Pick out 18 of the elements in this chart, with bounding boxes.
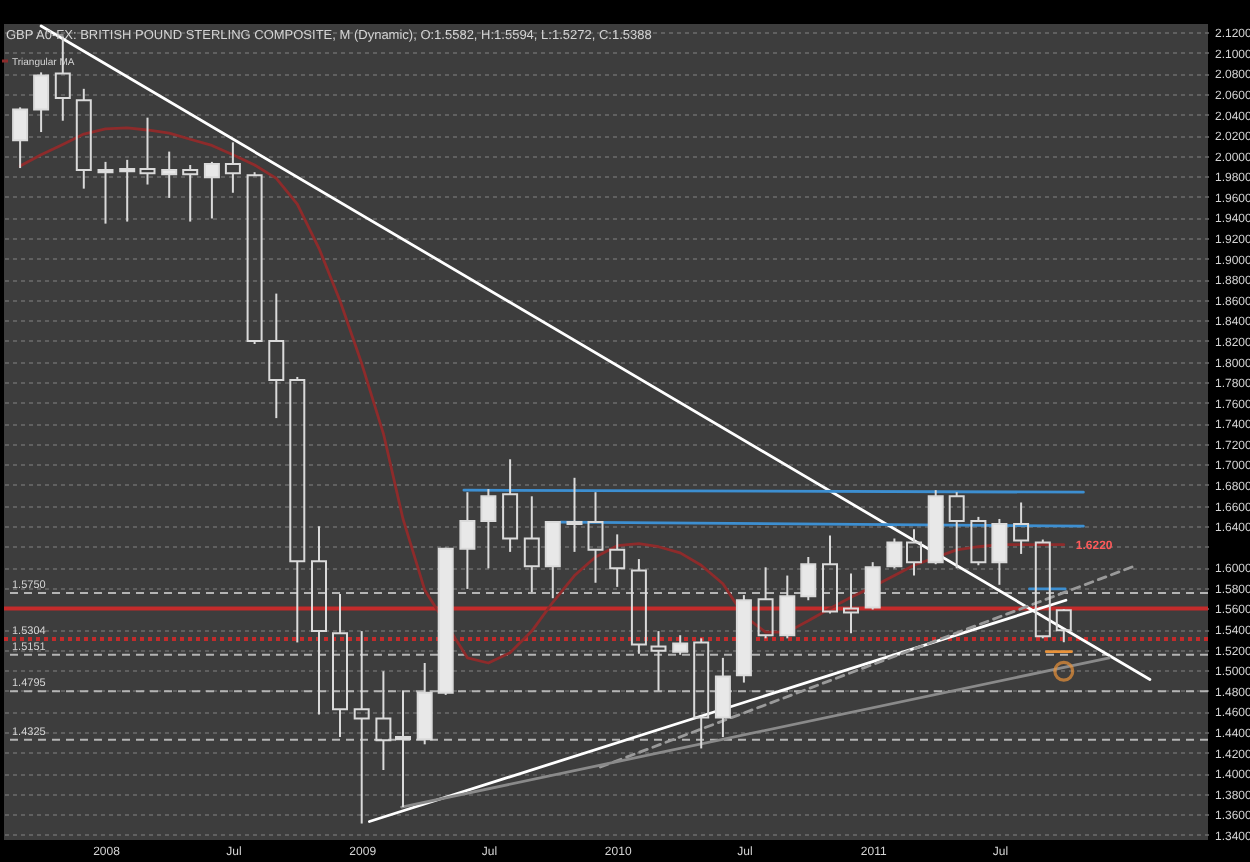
candlestick xyxy=(311,525,327,716)
candlestick xyxy=(906,528,922,577)
candlestick xyxy=(714,656,731,739)
candlestick xyxy=(459,491,476,590)
candlestick xyxy=(268,292,285,420)
candlestick xyxy=(332,593,348,739)
candlestick xyxy=(609,533,626,588)
candlestick xyxy=(139,116,156,186)
candlestick xyxy=(843,572,859,635)
candlestick xyxy=(566,476,583,553)
candlestick xyxy=(650,630,667,692)
candlestick xyxy=(161,150,178,199)
candlestick xyxy=(395,689,411,809)
candlestick xyxy=(353,630,370,825)
candlestick xyxy=(224,141,241,194)
candlestick xyxy=(523,495,540,594)
candlestick xyxy=(587,491,604,584)
candlestick xyxy=(375,670,392,772)
